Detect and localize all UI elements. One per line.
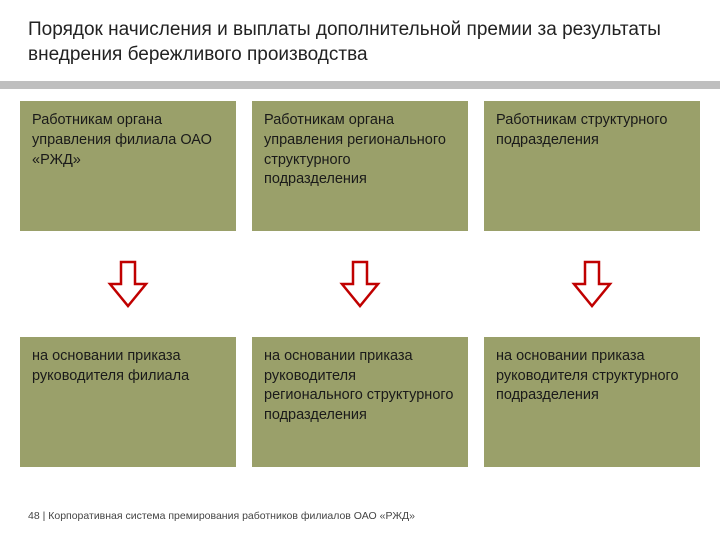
bottom-box-3: на основании приказа руководителя структ…: [484, 337, 700, 467]
arrow-down-icon: [570, 259, 614, 309]
diagram-grid: Работникам органа управления филиала ОАО…: [0, 89, 720, 498]
bottom-box-1: на основании приказа руководителя филиал…: [20, 337, 236, 467]
bottom-box-2: на основании приказа руководителя регион…: [252, 337, 468, 467]
top-box-1: Работникам органа управления филиала ОАО…: [20, 101, 236, 231]
top-box-3: Работникам структурного подразделения: [484, 101, 700, 231]
slide-title: Порядок начисления и выплаты дополнитель…: [0, 0, 720, 81]
arrow-down-icon: [106, 259, 150, 309]
arrow-down-icon: [338, 259, 382, 309]
arrow-cell-3: [484, 254, 700, 314]
slide: Порядок начисления и выплаты дополнитель…: [0, 0, 720, 540]
arrow-cell-1: [20, 254, 236, 314]
slide-footer: 48 | Корпоративная система премирования …: [0, 498, 720, 540]
divider-bar: [0, 81, 720, 89]
top-box-2: Работникам органа управления регионально…: [252, 101, 468, 231]
arrow-cell-2: [252, 254, 468, 314]
